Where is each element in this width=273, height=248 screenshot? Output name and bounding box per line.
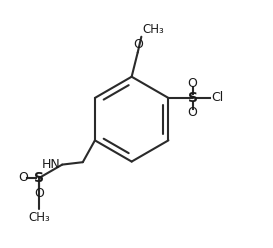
Text: O: O: [34, 187, 44, 200]
Text: CH₃: CH₃: [143, 23, 164, 35]
Text: S: S: [34, 171, 44, 185]
Text: S: S: [188, 91, 198, 105]
Text: O: O: [188, 77, 198, 90]
Text: O: O: [133, 38, 143, 51]
Text: O: O: [188, 106, 198, 119]
Text: O: O: [19, 171, 28, 185]
Text: HN: HN: [42, 158, 61, 171]
Text: Cl: Cl: [211, 92, 223, 104]
Text: CH₃: CH₃: [28, 211, 50, 224]
